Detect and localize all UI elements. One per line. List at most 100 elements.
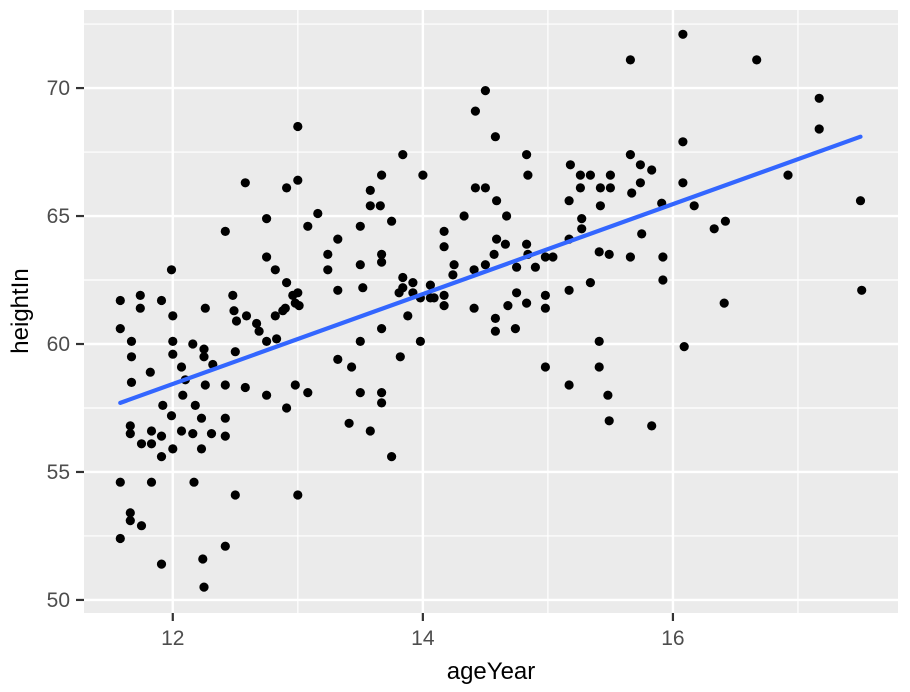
data-point xyxy=(355,221,365,231)
y-tick-label: 60 xyxy=(47,333,70,356)
data-point xyxy=(168,311,178,321)
data-point xyxy=(375,201,385,211)
data-point xyxy=(469,265,479,275)
data-point xyxy=(490,313,500,323)
data-point xyxy=(565,160,576,170)
data-point xyxy=(270,311,280,321)
data-point xyxy=(199,352,209,362)
data-point xyxy=(115,295,125,306)
data-point xyxy=(429,293,439,303)
data-point xyxy=(293,288,303,298)
data-point xyxy=(240,382,250,393)
data-point xyxy=(136,521,147,531)
data-point xyxy=(783,170,793,180)
data-point xyxy=(220,541,230,551)
data-point xyxy=(365,426,375,436)
data-point xyxy=(196,413,207,423)
y-tick-label: 50 xyxy=(47,589,70,612)
data-point xyxy=(178,390,188,400)
panel-background xyxy=(84,10,898,613)
data-point xyxy=(564,380,574,390)
data-point xyxy=(168,349,178,359)
data-point xyxy=(188,339,198,349)
data-point xyxy=(575,183,586,193)
data-point xyxy=(398,272,408,283)
data-point xyxy=(282,403,292,413)
data-point xyxy=(408,278,418,288)
data-point xyxy=(490,132,500,142)
data-point xyxy=(220,431,230,441)
data-point xyxy=(293,121,303,132)
data-point xyxy=(293,175,303,185)
data-point xyxy=(647,165,657,175)
data-point xyxy=(377,324,387,334)
data-point xyxy=(115,533,125,544)
data-point xyxy=(564,196,574,206)
data-point xyxy=(415,336,425,346)
y-tick-label: 65 xyxy=(47,205,70,228)
data-point xyxy=(647,421,657,431)
data-point xyxy=(627,188,637,198)
data-point xyxy=(241,311,252,321)
data-point xyxy=(857,285,867,295)
data-point xyxy=(625,252,636,262)
data-point xyxy=(199,582,209,592)
data-point xyxy=(492,234,502,244)
data-point xyxy=(678,137,688,147)
data-point xyxy=(365,201,375,211)
data-point xyxy=(502,211,512,221)
data-point xyxy=(365,185,375,195)
data-point xyxy=(594,247,604,257)
data-point xyxy=(492,196,502,206)
data-point xyxy=(540,290,551,300)
data-point xyxy=(196,444,207,454)
data-point xyxy=(230,490,240,500)
data-point xyxy=(199,344,209,354)
data-point xyxy=(679,342,689,352)
data-point xyxy=(220,413,230,423)
data-point xyxy=(220,226,230,236)
data-point xyxy=(439,226,449,236)
data-point xyxy=(355,260,365,270)
data-point xyxy=(480,183,490,193)
data-point xyxy=(510,324,520,334)
data-point xyxy=(605,170,616,180)
data-point xyxy=(387,452,397,462)
data-point xyxy=(358,283,368,293)
data-point xyxy=(678,178,688,188)
data-point xyxy=(126,377,137,387)
data-point xyxy=(439,301,449,311)
y-tick-label: 55 xyxy=(47,461,70,484)
data-point xyxy=(190,400,200,410)
data-point xyxy=(522,150,532,160)
data-point xyxy=(166,411,177,421)
data-point xyxy=(522,298,532,308)
data-point xyxy=(387,216,397,226)
data-point xyxy=(605,183,616,193)
data-point xyxy=(136,439,147,449)
data-point xyxy=(115,324,125,334)
data-point xyxy=(135,303,145,313)
x-tick-label: 12 xyxy=(161,627,184,650)
data-point xyxy=(459,211,469,221)
data-point xyxy=(333,234,343,244)
data-point xyxy=(658,252,668,262)
data-point xyxy=(125,516,135,526)
data-point xyxy=(720,216,731,226)
data-point xyxy=(377,388,387,398)
data-point xyxy=(254,326,264,336)
data-point xyxy=(625,55,636,65)
data-point xyxy=(230,347,240,357)
data-point xyxy=(530,262,541,272)
data-point xyxy=(200,303,210,313)
data-point xyxy=(125,421,135,431)
data-point xyxy=(585,278,596,288)
data-point xyxy=(603,390,613,400)
data-point xyxy=(490,326,500,336)
data-point xyxy=(658,275,668,285)
data-point xyxy=(635,160,646,170)
data-point xyxy=(398,150,408,160)
x-tick-label: 16 xyxy=(661,627,684,650)
data-point xyxy=(206,429,217,439)
data-point xyxy=(323,249,333,259)
